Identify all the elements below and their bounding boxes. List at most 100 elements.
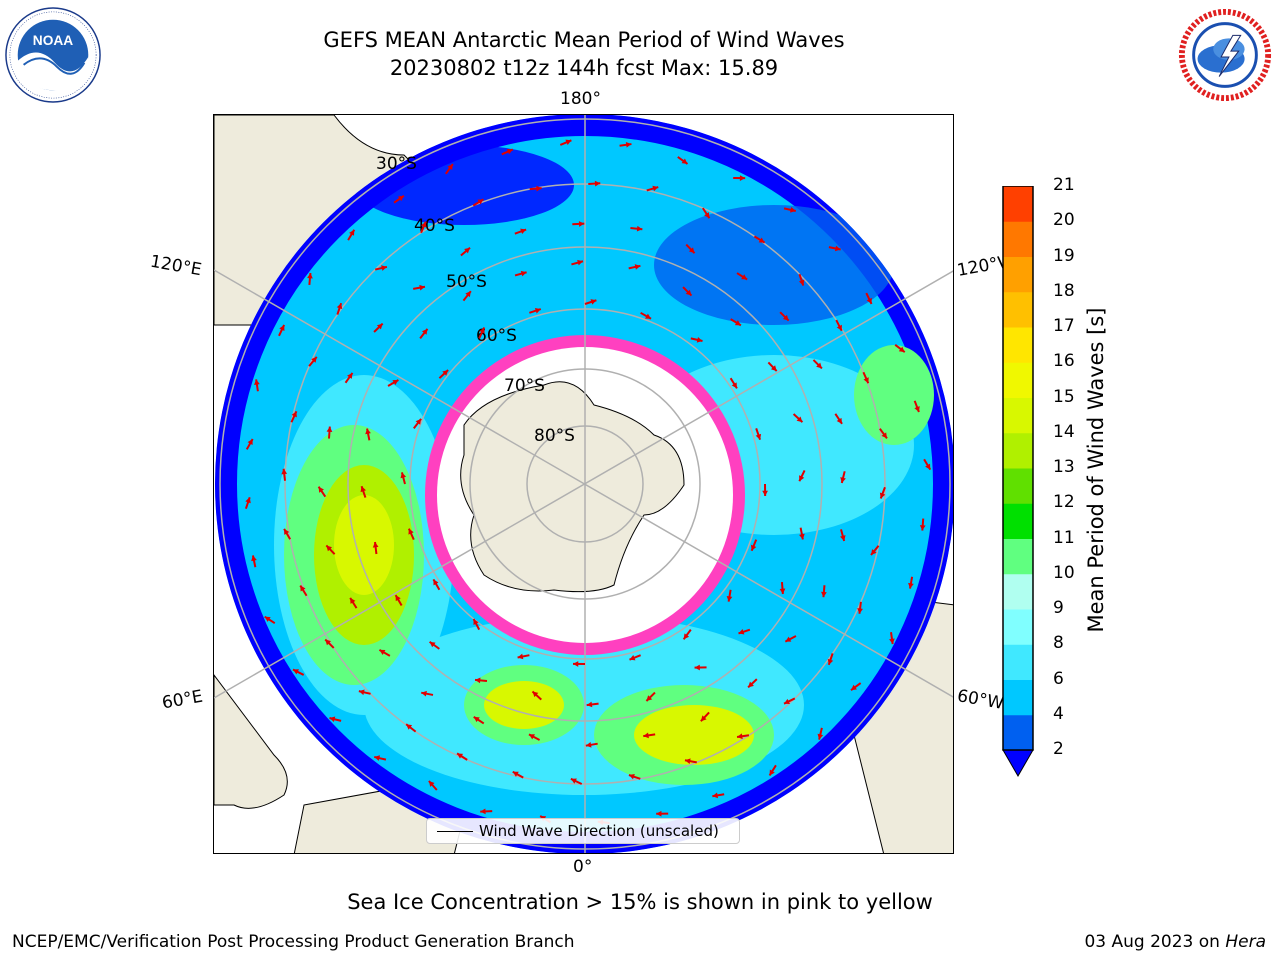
colorbar-tick-label: 6 (1053, 668, 1064, 689)
wind-wave-arrowhead (785, 636, 792, 642)
wind-wave-arrowhead (408, 528, 414, 535)
wind-wave-arrowhead (457, 753, 464, 759)
legend-line-icon (437, 831, 473, 832)
wind-wave-arrowhead (336, 303, 343, 310)
lat-label-50s: 50°S (446, 272, 487, 292)
wind-wave-arrowhead (528, 734, 535, 740)
wind-wave-arrowhead (376, 323, 383, 330)
wind-wave-arrowhead (586, 701, 593, 708)
colorbar-band (1003, 468, 1033, 504)
wind-wave-arrowhead (251, 555, 257, 562)
wind-wave-arrowhead (817, 733, 824, 740)
wind-wave-arrowhead (284, 528, 290, 535)
wind-wave-arrowhead (570, 778, 577, 784)
lon-label-60w: 60°W (955, 686, 1006, 714)
wind-wave-arrowhead (480, 808, 486, 815)
wind-wave-arrowhead (264, 616, 271, 622)
colorbar-band (1003, 397, 1033, 434)
wind-wave-arrowhead (428, 781, 435, 787)
colorbar-band (1003, 256, 1033, 293)
wind-wave-arrowhead (866, 297, 872, 304)
wind-wave-arrowhead (349, 229, 355, 236)
wind-wave-arrowhead (358, 689, 365, 696)
wind-wave-arrowhead (254, 379, 260, 385)
colorbar-tick-label: 18 (1053, 280, 1075, 301)
wind-wave-arrowhead (429, 641, 436, 648)
wind-wave-arrowhead (643, 732, 649, 739)
colorbar-band (1003, 221, 1033, 257)
wind-wave-arrowhead (534, 307, 541, 314)
wind-wave-arrowhead (578, 221, 585, 227)
colorbar-band (1003, 362, 1033, 398)
wind-wave-arrowhead (857, 608, 863, 614)
lat-label-60s: 60°S (476, 326, 517, 346)
colorbar-tick-label: 10 (1053, 562, 1075, 583)
wind-wave-arrowhead (840, 477, 846, 483)
colorbar-band (1003, 186, 1033, 222)
wind-wave-arrowhead (784, 698, 791, 704)
wind-wave-arrowhead (798, 279, 805, 286)
wind-wave-arrowhead (577, 259, 583, 266)
wind-wave-arrowhead (379, 649, 386, 655)
wind-wave-arrowhead (433, 579, 439, 586)
wind-wave-arrowhead (311, 356, 317, 363)
wind-wave-arrowhead (834, 245, 841, 252)
wind-wave-arrowhead (536, 185, 542, 192)
wind-wave-arrowhead (628, 773, 635, 780)
colorbar-tick-label: 17 (1053, 316, 1075, 336)
wind-wave-arrowhead (415, 418, 422, 425)
colorbar-tick-label: 9 (1053, 598, 1064, 618)
wind-wave-arrowhead (594, 180, 601, 187)
wind-wave-arrowhead (565, 139, 572, 145)
colorbar-band (1003, 644, 1033, 680)
wind-wave-arrowhead (688, 247, 695, 254)
wind-wave-arrowhead (291, 411, 297, 418)
wind-wave-arrowhead (520, 228, 527, 235)
map-panel: 30°S 40°S 50°S 60°S 70°S 80°S (213, 114, 954, 854)
wind-wave-arrowhead (712, 792, 719, 799)
colorbar-band (1003, 327, 1033, 363)
wind-wave-arrowhead (512, 771, 519, 777)
wind-wave-arrowhead (532, 691, 539, 698)
footer-producer: NCEP/EMC/Verification Post Processing Pr… (12, 932, 575, 952)
lon-label-120e: 120°E (148, 251, 204, 281)
wind-wave-arrowhead (419, 284, 425, 291)
wind-wave-arrowhead (292, 669, 299, 675)
colorbar-tick-labels: 2 4 6 8 9 10 11 12 13 14 15 16 17 18 19 20 21 (1053, 175, 1093, 768)
wind-wave-arrowhead (300, 585, 306, 592)
footer-date: 03 Aug 2023 on Hera (1084, 932, 1266, 952)
lon-label-60e: 60°E (160, 686, 205, 714)
wind-wave-arrowhead (704, 212, 710, 219)
antarctic-polar-map: 30°S 40°S 50°S 60°S 70°S 80°S (214, 115, 953, 853)
wind-wave-arrowhead (683, 633, 690, 640)
wind-wave-arrowhead (737, 733, 743, 740)
wind-wave-arrowhead (925, 463, 931, 470)
national-weather-service-logo-icon (1177, 7, 1273, 103)
wind-wave-arrowhead (573, 661, 579, 667)
wind-wave-arrowhead (738, 629, 745, 635)
colorbar-band (1003, 538, 1033, 575)
wind-wave-arrowhead (821, 591, 827, 598)
wind-wave-arrowhead (245, 497, 251, 504)
wind-wave-arrowhead (374, 755, 381, 761)
wind-wave-arrowhead (782, 314, 789, 321)
wind-wave-arrowhead (392, 379, 399, 386)
colorbar-label: Mean Period of Wind Waves [s] (1084, 307, 1108, 633)
wind-wave-arrowhead (421, 221, 427, 228)
wind-wave-arrowhead (479, 327, 485, 334)
colorbar (1002, 186, 1034, 778)
colorbar-band (1003, 609, 1033, 645)
colorbar-band (1003, 291, 1033, 328)
lat-label-80s: 80°S (534, 426, 575, 446)
graticule (214, 115, 953, 853)
wind-wave-arrowhead (919, 525, 926, 531)
lat-label-30s: 30°S (376, 154, 417, 174)
wind-wave-arrowhead (634, 264, 641, 270)
wind-wave-arrowhead (625, 141, 632, 148)
colorbar-tick-label: 16 (1053, 351, 1075, 372)
wind-wave-arrowhead (347, 372, 353, 379)
wind-wave-arrowhead (770, 365, 777, 372)
colorbar-frame (1002, 186, 1034, 751)
colorbar-tick-label: 2 (1053, 739, 1064, 759)
lon-label-0: 0° (573, 857, 593, 877)
